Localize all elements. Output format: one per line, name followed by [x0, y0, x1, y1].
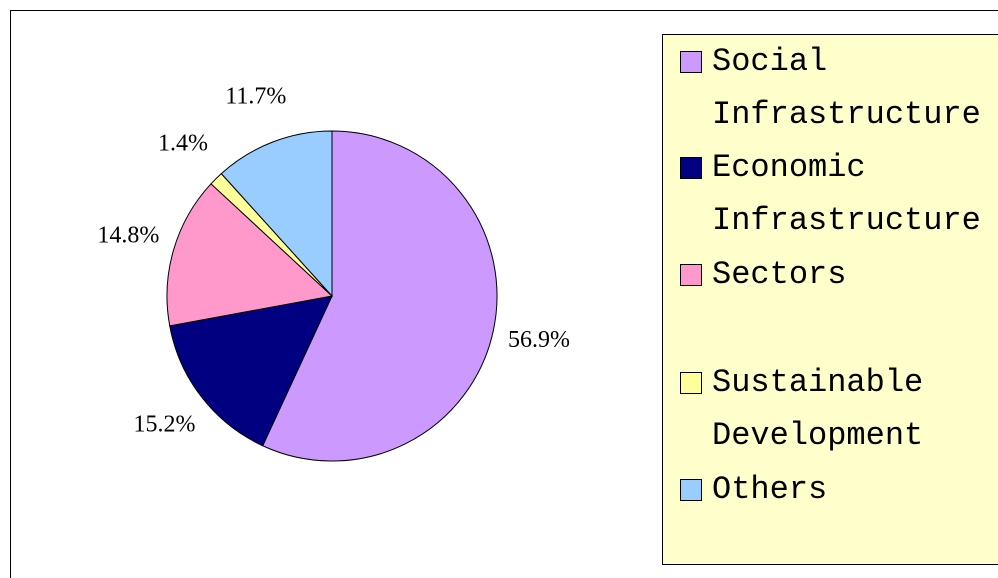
data-label: 14.8%	[97, 222, 159, 248]
legend-label: Others	[712, 471, 827, 508]
legend-swatch	[680, 51, 702, 73]
legend-swatch	[680, 157, 702, 179]
data-label: 56.9%	[508, 327, 570, 353]
pie-slice	[166, 183, 334, 327]
legend-label: Social Infrastructure	[712, 43, 981, 133]
pie-slice	[220, 130, 333, 298]
legend-box	[662, 34, 998, 565]
data-label: 15.2%	[133, 411, 195, 437]
data-label: 1.4%	[158, 131, 208, 157]
pie-slice	[262, 130, 498, 462]
legend-swatch	[680, 479, 702, 501]
legend-label: Economic Infrastructure	[712, 149, 981, 239]
legend-label: Sectors	[712, 256, 846, 293]
pie-slice	[169, 295, 333, 447]
legend-swatch	[680, 264, 702, 286]
legend-swatch	[680, 372, 702, 394]
data-label: 11.7%	[225, 84, 286, 110]
legend-label: Sustainable Development	[712, 364, 923, 454]
